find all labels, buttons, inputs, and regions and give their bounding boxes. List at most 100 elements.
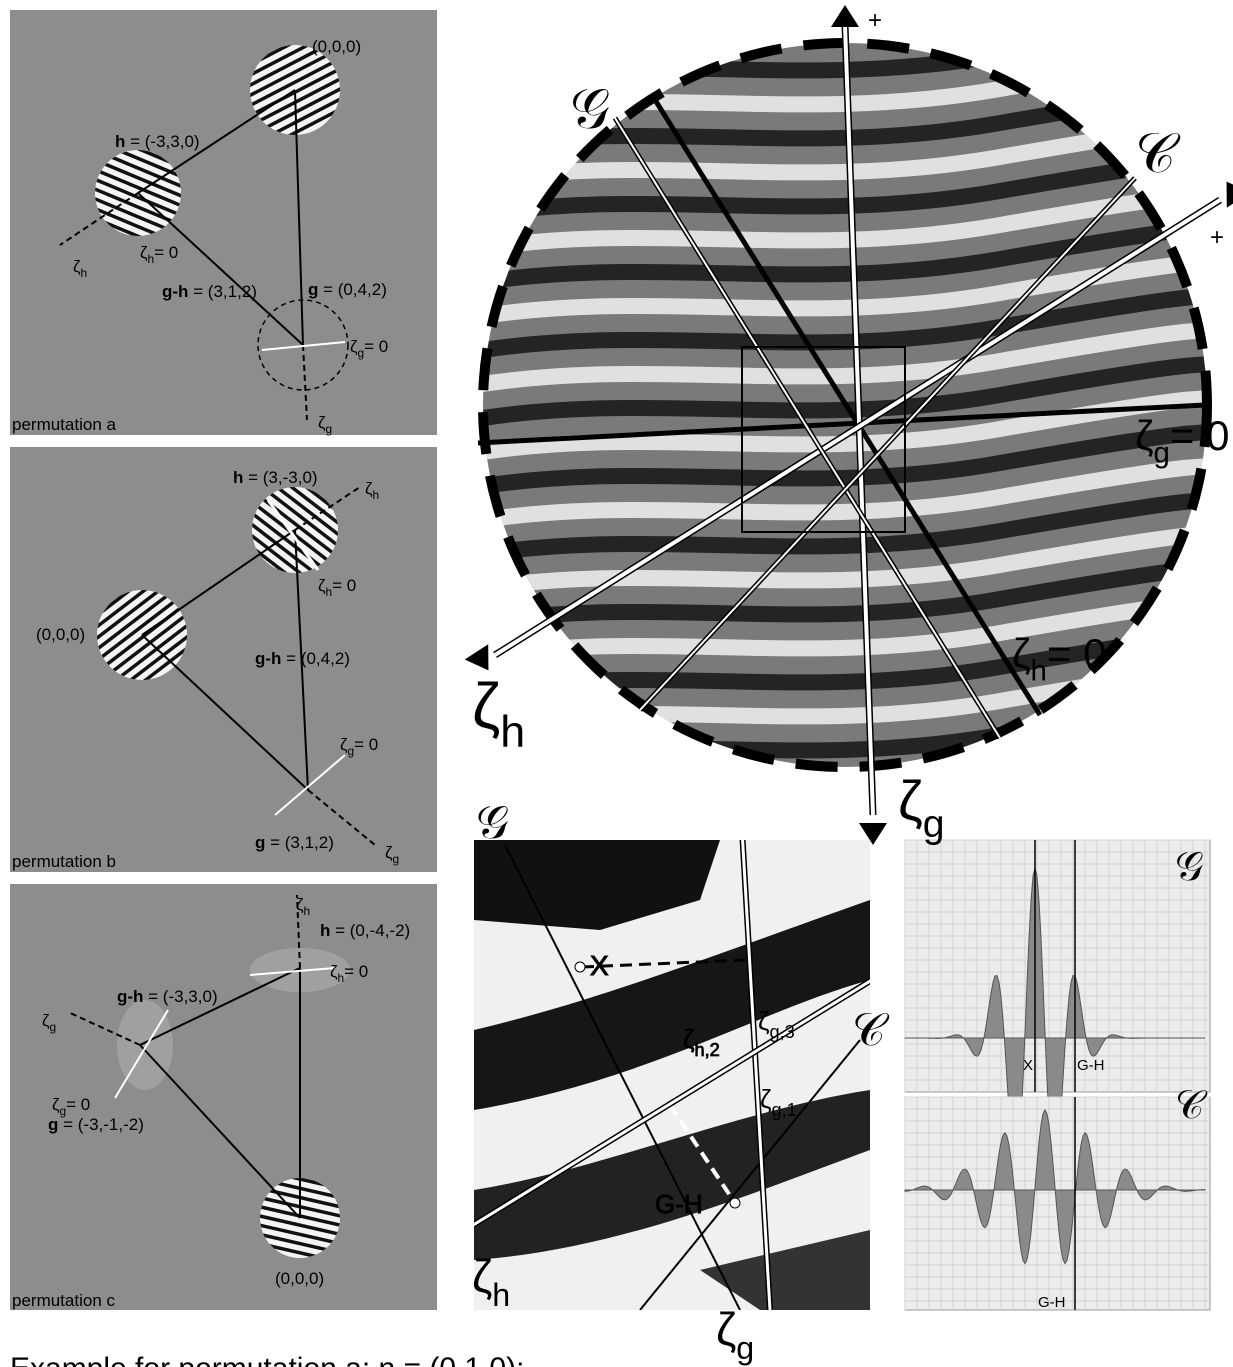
fringe-patch (117, 1000, 173, 1090)
label-part: = 0 (364, 337, 388, 356)
label-part: h (148, 252, 155, 266)
label: G-H (655, 1189, 703, 1219)
label-part: (0,0,0) (275, 1269, 324, 1288)
figure: (0,0,0)h = (-3,3,0)ζhζh= 0g-h = (3,1,2)g… (0, 0, 1233, 1367)
label-part: g (348, 744, 355, 758)
label-part: = (3,1,2) (265, 833, 334, 852)
label-part: = 0 (332, 576, 356, 595)
label: permutation b (12, 852, 116, 871)
label: 𝒢 (476, 796, 509, 848)
label-part: 𝒞 (1135, 121, 1181, 184)
label: (0,0,0) (312, 37, 361, 56)
label-part: g-h (255, 649, 281, 668)
label-part: Example for permutation a: n = (0,1,0): (10, 1352, 524, 1367)
label-part: g (255, 833, 265, 852)
label-part: + (868, 7, 882, 34)
label: g-h = (-3,3,0) (117, 987, 218, 1006)
label-part: 𝒢 (1175, 845, 1203, 889)
label: (0,0,0) (275, 1269, 324, 1288)
label-part: = (0,4,2) (318, 280, 387, 299)
label-part: h (500, 707, 525, 757)
panel-bg (10, 10, 437, 435)
label-part: (0,0,0) (36, 625, 85, 644)
plot (905, 1097, 1210, 1310)
label-part: G-H (655, 1189, 703, 1219)
panel (10, 447, 437, 872)
label: g-h = (0,4,2) (255, 649, 350, 668)
label-part: h (81, 266, 88, 280)
label-part: = (-3,3,0) (143, 987, 217, 1006)
label-part: ζ (1012, 630, 1031, 677)
label: 𝒞 (852, 1003, 890, 1055)
label-part: g-h (162, 282, 188, 301)
label: X (590, 950, 609, 981)
label-part: 𝒢 (476, 796, 509, 848)
label: permutation c (12, 1291, 115, 1310)
label-part: = (3,-3,0) (243, 468, 317, 487)
panel (10, 10, 437, 435)
label-part: h (326, 585, 333, 599)
label-part: 𝒢 (570, 77, 610, 140)
label-part: = (3,1,2) (188, 282, 257, 301)
label-part: h (338, 971, 345, 985)
label-part: g (358, 346, 365, 360)
label-part: ζ (472, 670, 500, 742)
label: 𝒢 (570, 77, 610, 140)
label: 𝒞 (1175, 1083, 1208, 1127)
label-part: = 0 (1047, 630, 1107, 677)
label-part: ζ (760, 1084, 771, 1114)
label-part: ζ (1135, 412, 1154, 459)
panel-bg (10, 447, 437, 872)
label-part: ζ (683, 1024, 694, 1054)
point-x (575, 962, 585, 972)
label-part: h (373, 488, 380, 502)
label-part: + (1210, 224, 1224, 251)
label: + (1210, 224, 1224, 251)
label-part: g (308, 280, 318, 299)
label-part: permutation b (12, 852, 116, 871)
label-part: g,3 (769, 1022, 794, 1042)
arrow-head (831, 5, 859, 27)
label-part: = 0 (154, 243, 178, 262)
label: ζh (472, 670, 525, 757)
label-part: = 0 (354, 735, 378, 754)
label: ζg (716, 1303, 754, 1366)
label-part: 𝒞 (852, 1003, 890, 1055)
label: 𝒢 (1175, 845, 1203, 889)
label-part: = 0 (344, 962, 368, 981)
label-part: G-H (1077, 1057, 1105, 1074)
label-part: h (304, 904, 311, 918)
label-part: h (115, 132, 125, 151)
label-part: g (50, 1020, 57, 1034)
label-part: = (-3,-1,-2) (58, 1115, 144, 1134)
label: ζg (898, 769, 945, 846)
label: G-H (1038, 1294, 1066, 1311)
label: g = (-3,-1,-2) (48, 1115, 144, 1134)
label-part: = (0,4,2) (281, 649, 350, 668)
label: h = (-3,3,0) (115, 132, 200, 151)
label-part: h (320, 921, 330, 940)
label-part: permutation c (12, 1291, 115, 1310)
label-part: 𝒞 (1175, 1083, 1208, 1127)
label: Example for permutation a: n = (0,1,0): (10, 1352, 524, 1367)
label-part: = 0 (66, 1095, 90, 1114)
label-part: g-h (117, 987, 143, 1006)
label: h = (3,-3,0) (233, 468, 318, 487)
label-part: g (736, 1330, 754, 1366)
label-part: ζ (898, 769, 923, 832)
label-part: h (492, 1277, 510, 1313)
label: 𝒞 (1135, 121, 1181, 184)
label-part: = (0,-4,-2) (330, 921, 410, 940)
label: permutation a (12, 415, 116, 434)
label-part: g (48, 1115, 58, 1134)
label-part: ζ (716, 1303, 736, 1355)
label-part: = 0 (1170, 412, 1230, 459)
label: g = (3,1,2) (255, 833, 334, 852)
label-part: (0,0,0) (312, 37, 361, 56)
label-part: g (1154, 437, 1170, 470)
label-part: h,2 (694, 1040, 719, 1060)
label-part: X (590, 950, 609, 981)
label: X (1023, 1057, 1033, 1074)
label-part: g (393, 852, 400, 866)
label: g = (0,4,2) (308, 280, 387, 299)
